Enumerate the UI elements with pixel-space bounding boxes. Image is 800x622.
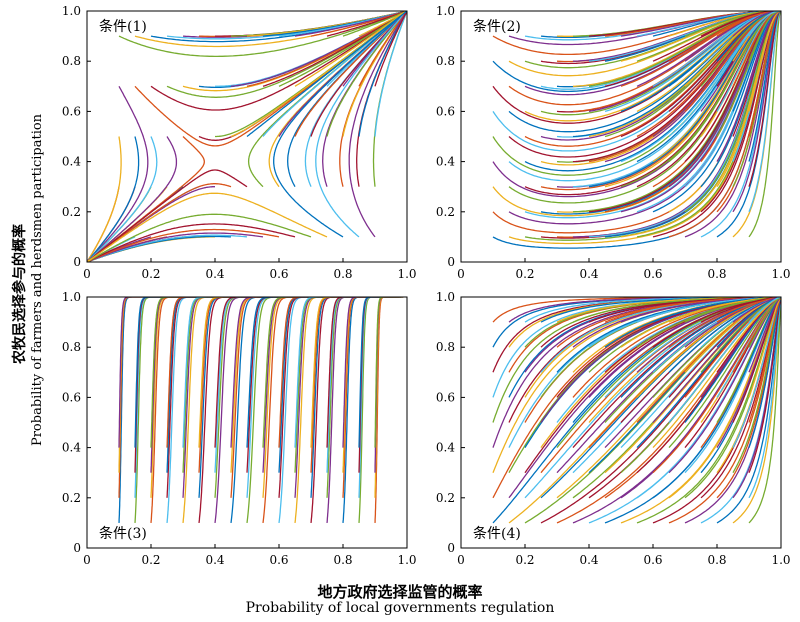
x-tick-label: 0.2 <box>141 553 160 567</box>
y-axis-label-cn: 农牧民选择参与的概率 <box>11 224 28 365</box>
x-tick-label: 0.8 <box>707 553 726 567</box>
trajectory-group <box>492 11 781 249</box>
plot-frame <box>460 296 782 549</box>
trajectory-line <box>374 297 404 523</box>
y-tick-label: 0 <box>73 255 81 269</box>
x-tick-label: 0.2 <box>515 553 534 567</box>
chart-panel-2: 0 0.2 0.4 0.6 0.8 1.0 0 0.2 0.4 0.6 0.8 1.0 条件(2) <box>436 4 791 281</box>
x-tick-label: 0 <box>457 267 465 281</box>
trajectory-line <box>358 297 402 448</box>
chart-panel-3: 0 0.2 0.4 0.6 0.8 1.0 0 0.2 0.4 0.6 0.8 1.0 条件(3) <box>62 290 417 567</box>
trajectory-line <box>374 11 407 37</box>
chart-panel-1: 0 0.2 0.4 0.6 0.8 1.0 0 0.2 0.4 0.6 0.8 1.0 条件(1) <box>62 4 417 281</box>
trajectory-line <box>358 297 402 498</box>
trajectory-group <box>87 11 407 262</box>
y-tick-label: 1.0 <box>62 290 81 304</box>
y-tick-label: 0.8 <box>436 54 455 68</box>
trajectory-line <box>310 297 394 473</box>
y-tick-label: 0.6 <box>62 390 81 404</box>
y-tick-label: 1.0 <box>62 4 81 18</box>
y-tick-label: 0.4 <box>62 441 81 455</box>
x-tick-label: 1.0 <box>771 553 790 567</box>
y-tick-label: 1.0 <box>436 290 455 304</box>
x-tick-label: 0.4 <box>579 553 598 567</box>
y-axis-label-en: Probability of farmers and herdsmen part… <box>30 113 45 446</box>
x-tick-label: 0.2 <box>515 267 534 281</box>
y-tick-label: 0.8 <box>62 340 81 354</box>
y-tick-label: 0.4 <box>62 155 81 169</box>
x-tick-label: 0.6 <box>269 553 288 567</box>
y-tick-label: 0 <box>447 255 455 269</box>
y-tick-label: 0.4 <box>436 441 455 455</box>
trajectory-line <box>326 297 397 523</box>
x-axis-label-cn: 地方政府选择监管的概率 <box>317 583 483 601</box>
trajectory-line <box>342 297 399 523</box>
trajectory-line <box>342 297 399 498</box>
y-tick-label: 0.2 <box>436 205 455 219</box>
y-tick-label: 0.8 <box>62 54 81 68</box>
trajectory-group <box>492 297 781 524</box>
trajectory-line <box>246 11 407 87</box>
condition-label: 条件(3) <box>99 525 147 542</box>
trajectory-line <box>342 297 399 473</box>
y-tick-label: 0.8 <box>436 340 455 354</box>
trajectory-line <box>732 11 781 37</box>
x-tick-label: 0.6 <box>269 267 288 281</box>
y-tick-label: 0.2 <box>436 491 455 505</box>
y-tick-label: 0.6 <box>436 390 455 404</box>
trajectory-line <box>310 297 394 498</box>
x-tick-label: 0.6 <box>643 267 662 281</box>
plot-frame <box>460 10 782 263</box>
plot-frame <box>86 296 408 549</box>
y-tick-label: 0 <box>447 541 455 555</box>
x-tick-label: 0.8 <box>707 267 726 281</box>
x-tick-label: 0.6 <box>643 553 662 567</box>
condition-label: 条件(1) <box>99 18 147 35</box>
trajectory-line <box>87 192 328 262</box>
trajectory-line <box>358 297 402 523</box>
plot-frame <box>86 10 408 263</box>
x-tick-label: 0 <box>83 553 91 567</box>
y-tick-label: 0.4 <box>436 155 455 169</box>
y-tick-label: 0.6 <box>436 104 455 118</box>
x-axis-label-en: Probability of local governments regulat… <box>245 600 555 616</box>
trajectory-group <box>118 297 404 523</box>
x-tick-label: 0.8 <box>333 553 352 567</box>
y-tick-label: 0.6 <box>62 104 81 118</box>
y-tick-label: 1.0 <box>436 4 455 18</box>
trajectory-line <box>310 297 394 448</box>
condition-label: 条件(2) <box>473 18 521 35</box>
y-tick-label: 0.2 <box>62 491 81 505</box>
chart-panel-4: 0 0.2 0.4 0.6 0.8 1.0 0 0.2 0.4 0.6 0.8 1.0 条件(4) <box>436 290 791 567</box>
y-tick-label: 0.2 <box>62 205 81 219</box>
trajectory-line <box>310 297 394 523</box>
x-tick-label: 0.8 <box>333 267 352 281</box>
x-tick-label: 1.0 <box>397 267 416 281</box>
x-tick-label: 0 <box>457 553 465 567</box>
x-tick-label: 0.4 <box>579 267 598 281</box>
x-tick-label: 0.4 <box>205 553 224 567</box>
x-tick-label: 1.0 <box>397 553 416 567</box>
x-tick-label: 0.2 <box>141 267 160 281</box>
x-tick-label: 1.0 <box>771 267 790 281</box>
trajectory-line <box>342 297 399 448</box>
condition-label: 条件(4) <box>473 525 521 542</box>
x-tick-label: 0 <box>83 267 91 281</box>
trajectory-line <box>374 297 404 448</box>
x-tick-label: 0.4 <box>205 267 224 281</box>
y-tick-label: 0 <box>73 541 81 555</box>
